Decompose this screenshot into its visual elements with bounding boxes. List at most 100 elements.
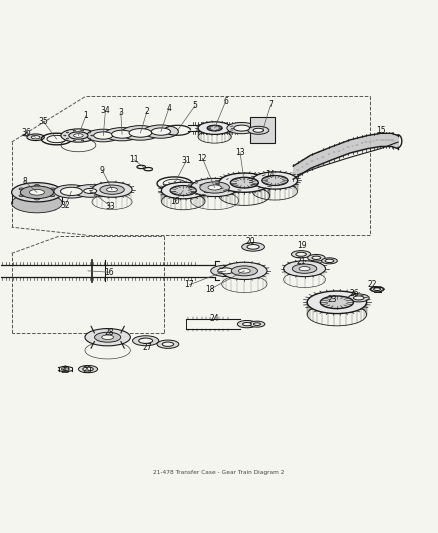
Text: 3: 3 <box>118 108 123 117</box>
Ellipse shape <box>252 172 297 189</box>
Ellipse shape <box>234 125 250 131</box>
Ellipse shape <box>230 177 258 188</box>
Ellipse shape <box>237 320 257 328</box>
Ellipse shape <box>20 186 53 199</box>
Text: 6: 6 <box>223 97 228 106</box>
Text: 18: 18 <box>205 285 215 294</box>
Text: 30: 30 <box>60 366 70 375</box>
Ellipse shape <box>88 132 91 133</box>
Ellipse shape <box>106 188 117 192</box>
Text: 28: 28 <box>104 328 114 337</box>
Ellipse shape <box>222 262 267 279</box>
Ellipse shape <box>191 179 239 197</box>
Ellipse shape <box>170 185 196 196</box>
Ellipse shape <box>35 198 39 200</box>
Ellipse shape <box>69 132 88 139</box>
Ellipse shape <box>50 188 55 190</box>
Ellipse shape <box>321 258 337 264</box>
Text: 17: 17 <box>184 280 194 289</box>
Ellipse shape <box>19 195 24 197</box>
Ellipse shape <box>12 183 62 202</box>
Text: 2: 2 <box>145 107 149 116</box>
Text: 31: 31 <box>181 156 191 165</box>
Ellipse shape <box>12 193 62 213</box>
Ellipse shape <box>100 185 124 195</box>
Ellipse shape <box>29 189 44 195</box>
Text: 36: 36 <box>21 127 31 136</box>
Ellipse shape <box>370 287 384 292</box>
Ellipse shape <box>161 182 205 199</box>
Ellipse shape <box>27 134 44 141</box>
Ellipse shape <box>133 336 159 346</box>
Ellipse shape <box>208 185 221 190</box>
Ellipse shape <box>81 140 84 141</box>
Text: 26: 26 <box>350 289 359 298</box>
Ellipse shape <box>307 291 367 313</box>
Ellipse shape <box>64 135 66 136</box>
Ellipse shape <box>73 140 75 141</box>
Ellipse shape <box>85 329 131 346</box>
Ellipse shape <box>94 132 113 139</box>
Ellipse shape <box>61 129 96 142</box>
Ellipse shape <box>348 294 369 302</box>
Ellipse shape <box>162 342 173 346</box>
Ellipse shape <box>139 338 152 343</box>
Ellipse shape <box>84 189 97 193</box>
Ellipse shape <box>284 261 325 277</box>
Ellipse shape <box>291 251 311 258</box>
Text: 14: 14 <box>265 171 275 179</box>
Text: 10: 10 <box>170 197 180 206</box>
Ellipse shape <box>144 125 178 138</box>
Text: 7: 7 <box>268 100 273 109</box>
Ellipse shape <box>312 256 321 260</box>
Ellipse shape <box>247 245 259 249</box>
Ellipse shape <box>95 332 121 342</box>
Ellipse shape <box>243 322 251 326</box>
Ellipse shape <box>254 323 261 326</box>
Ellipse shape <box>238 269 250 273</box>
Ellipse shape <box>231 266 258 276</box>
Ellipse shape <box>121 126 159 140</box>
Ellipse shape <box>129 128 152 137</box>
Ellipse shape <box>218 268 233 274</box>
Text: 21: 21 <box>297 257 306 266</box>
Ellipse shape <box>296 252 306 256</box>
Ellipse shape <box>61 368 69 370</box>
Ellipse shape <box>73 130 75 131</box>
Ellipse shape <box>60 187 82 196</box>
Ellipse shape <box>353 296 364 300</box>
Ellipse shape <box>248 126 269 134</box>
Text: 13: 13 <box>235 148 245 157</box>
Polygon shape <box>251 117 275 143</box>
Ellipse shape <box>198 122 231 134</box>
Ellipse shape <box>299 266 310 271</box>
Ellipse shape <box>50 195 55 197</box>
Ellipse shape <box>92 182 132 197</box>
Ellipse shape <box>292 264 317 273</box>
Ellipse shape <box>262 175 288 185</box>
Ellipse shape <box>19 188 24 190</box>
Ellipse shape <box>374 288 381 290</box>
Ellipse shape <box>78 366 98 373</box>
Ellipse shape <box>81 130 84 131</box>
Ellipse shape <box>88 138 91 139</box>
Ellipse shape <box>74 134 83 138</box>
Text: 15: 15 <box>376 126 385 135</box>
Ellipse shape <box>307 254 325 261</box>
Text: 29: 29 <box>82 366 92 375</box>
Ellipse shape <box>54 185 89 198</box>
Text: 20: 20 <box>246 237 255 246</box>
Ellipse shape <box>227 123 257 134</box>
Ellipse shape <box>200 182 230 193</box>
Text: 21-478 Transfer Case - Gear Train Diagram 2: 21-478 Transfer Case - Gear Train Diagra… <box>153 470 285 475</box>
Text: 4: 4 <box>166 104 171 113</box>
Text: 24: 24 <box>210 314 219 324</box>
Ellipse shape <box>66 132 69 133</box>
Text: 34: 34 <box>101 106 110 115</box>
Text: 11: 11 <box>129 155 138 164</box>
Text: 19: 19 <box>297 241 307 250</box>
Ellipse shape <box>102 335 113 340</box>
Ellipse shape <box>242 243 265 251</box>
Text: 8: 8 <box>22 177 27 186</box>
Text: 1: 1 <box>84 111 88 120</box>
